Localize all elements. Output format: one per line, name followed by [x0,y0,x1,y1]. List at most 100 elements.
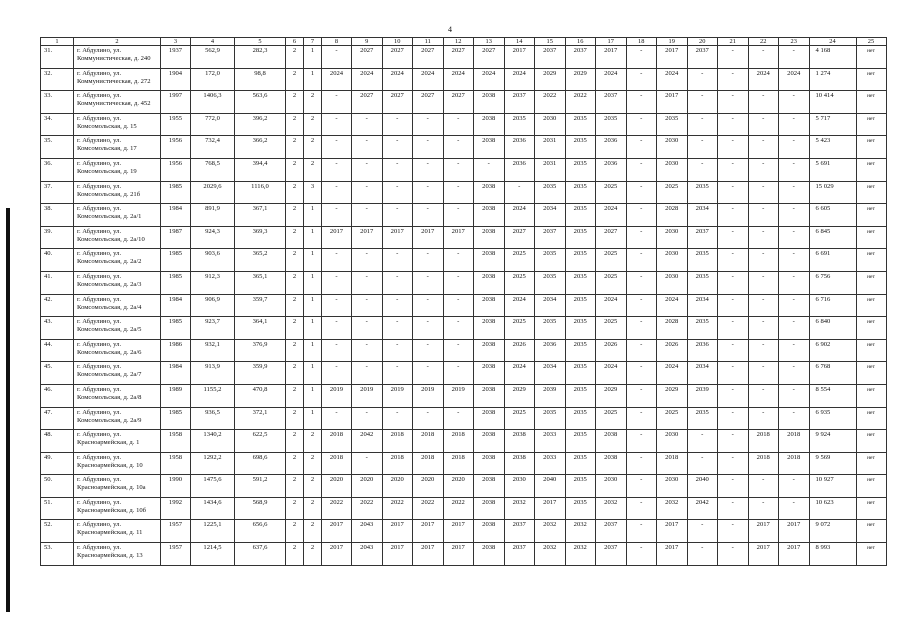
table-row: 31. г. Абдулино, ул. Коммунистическая, д.… [40,45,887,69]
table-cell: 2020 [381,474,413,498]
table-cell: - [442,248,474,272]
table-cell: 6 605 [808,203,857,227]
table-cell: - [321,406,352,431]
table-row: 47. г. Абдулино, ул. Комсомольская, д. 2а… [40,406,887,431]
table-cell: 1985 [160,180,191,205]
table-cell: - [717,338,749,363]
table-cell: - [625,90,657,114]
table-cell: 5 691 [808,157,857,182]
table-cell: 282,3 [234,45,286,69]
table-cell: - [717,203,749,227]
table-cell: - [686,429,718,453]
row-number-cell: 48. [40,429,74,453]
table-cell: 2036 [503,157,535,182]
table-cell: 2040 [534,474,566,498]
table-cell: 903,6 [190,248,235,272]
table-cell: - [778,316,810,340]
table-cell: - [778,112,810,137]
table-cell: нет [855,203,887,227]
table-cell: 2 [285,293,304,318]
table-cell: - [717,248,749,272]
table-cell: 698,6 [234,451,286,476]
table-cell: 2038 [473,135,505,159]
table-cell: 2 [303,157,322,182]
table-cell: 1 [303,316,322,340]
table-cell: 2 [285,180,304,205]
address-cell: г. Абдулино, ул. Комсомольская, д. 2а/7 [73,361,161,385]
row-number-cell: 44. [40,338,74,363]
table-cell: - [778,180,810,205]
table-cell: 10 414 [808,90,857,114]
table-cell: - [717,90,749,114]
table-cell: 2 [285,474,304,498]
table-cell: 932,1 [190,338,235,363]
table-row: 48. г. Абдулино, ул. Красноармейская, д. … [40,429,887,453]
table-cell: - [625,406,657,431]
table-cell: - [625,383,657,408]
scan-edge-mark [6,208,10,612]
table-row: 51. г. Абдулино, ул. Красноармейская, д. … [40,496,887,521]
table-cell: - [717,496,749,521]
table-cell: 1958 [160,429,191,453]
table-cell: нет [855,383,887,408]
table-cell: 9 569 [808,451,857,476]
table-cell: - [381,361,413,385]
table-row: 44. г. Абдулино, ул. Комсомольская, д. 2а… [40,338,887,363]
housing-table: 1 2 3 4 5 6 7 8 9 10 11 12 13 14 15 16 17 18 19 20 21 22 23 24 2… [40,37,887,566]
table-cell: 2018 [381,451,413,476]
table-cell: нет [855,67,887,92]
table-cell: 2027 [351,90,383,114]
table-cell: нет [855,361,887,385]
column-header: 7 [303,37,322,46]
table-body: 31. г. Абдулино, ул. Коммунистическая, д.… [40,45,887,566]
row-number-cell: 32. [40,67,74,92]
table-cell: 2024 [351,67,383,92]
table-cell: 2017 [412,519,444,544]
table-cell: - [717,519,749,544]
table-cell: - [717,316,749,340]
table-cell: 372,1 [234,406,286,431]
table-cell: 2020 [412,474,444,498]
table-cell: 2022 [351,496,383,521]
table-row: 42. г. Абдулино, ул. Комсомольская, д. 2а… [40,293,887,318]
table-cell: 2 [285,406,304,431]
table-cell: - [625,45,657,69]
table-cell: 365,1 [234,270,286,295]
address-cell: г. Абдулино, ул. Коммунистическая, д. 45… [73,90,161,114]
table-row: 35. г. Абдулино, ул. Комсомольская, д. 17… [40,135,887,159]
table-cell: 2035 [686,406,718,431]
table-cell: 1214,5 [190,542,235,566]
table-cell: 2018 [442,429,474,453]
table-cell: 1225,1 [190,519,235,544]
table-cell: - [351,157,383,182]
table-row: 52. г. Абдулино, ул. Красноармейская, д. … [40,519,887,544]
address-cell: г. Абдулино, ул. Комсомольская, д. 2а/1 [73,203,161,227]
row-number-cell: 39. [40,225,74,250]
table-cell: 2037 [595,519,627,544]
table-cell: - [442,112,474,137]
table-cell: - [381,157,413,182]
table-cell: 2036 [686,338,718,363]
table-cell: 2035 [564,361,596,385]
table-cell: 2029 [503,383,535,408]
table-cell: - [717,225,749,250]
table-cell: 2 [285,270,304,295]
table-cell: 2032 [534,542,566,566]
table-cell: 2024 [321,67,352,92]
table-cell: - [625,542,657,566]
table-cell: нет [855,496,887,521]
table-cell: 2026 [656,338,688,363]
table-cell: 2035 [564,225,596,250]
table-row: 49. г. Абдулино, ул. Красноармейская, д. … [40,451,887,476]
table-cell: 2 [285,451,304,476]
table-cell: - [381,135,413,159]
table-cell: 2022 [564,90,596,114]
table-cell: - [351,361,383,385]
table-cell: 2035 [503,112,535,137]
table-cell: 2 [303,429,322,453]
row-number-cell: 31. [40,45,74,69]
table-cell: - [442,316,474,340]
table-cell: 2035 [686,180,718,205]
table-cell: 2035 [564,316,596,340]
table-cell: 2038 [473,474,505,498]
